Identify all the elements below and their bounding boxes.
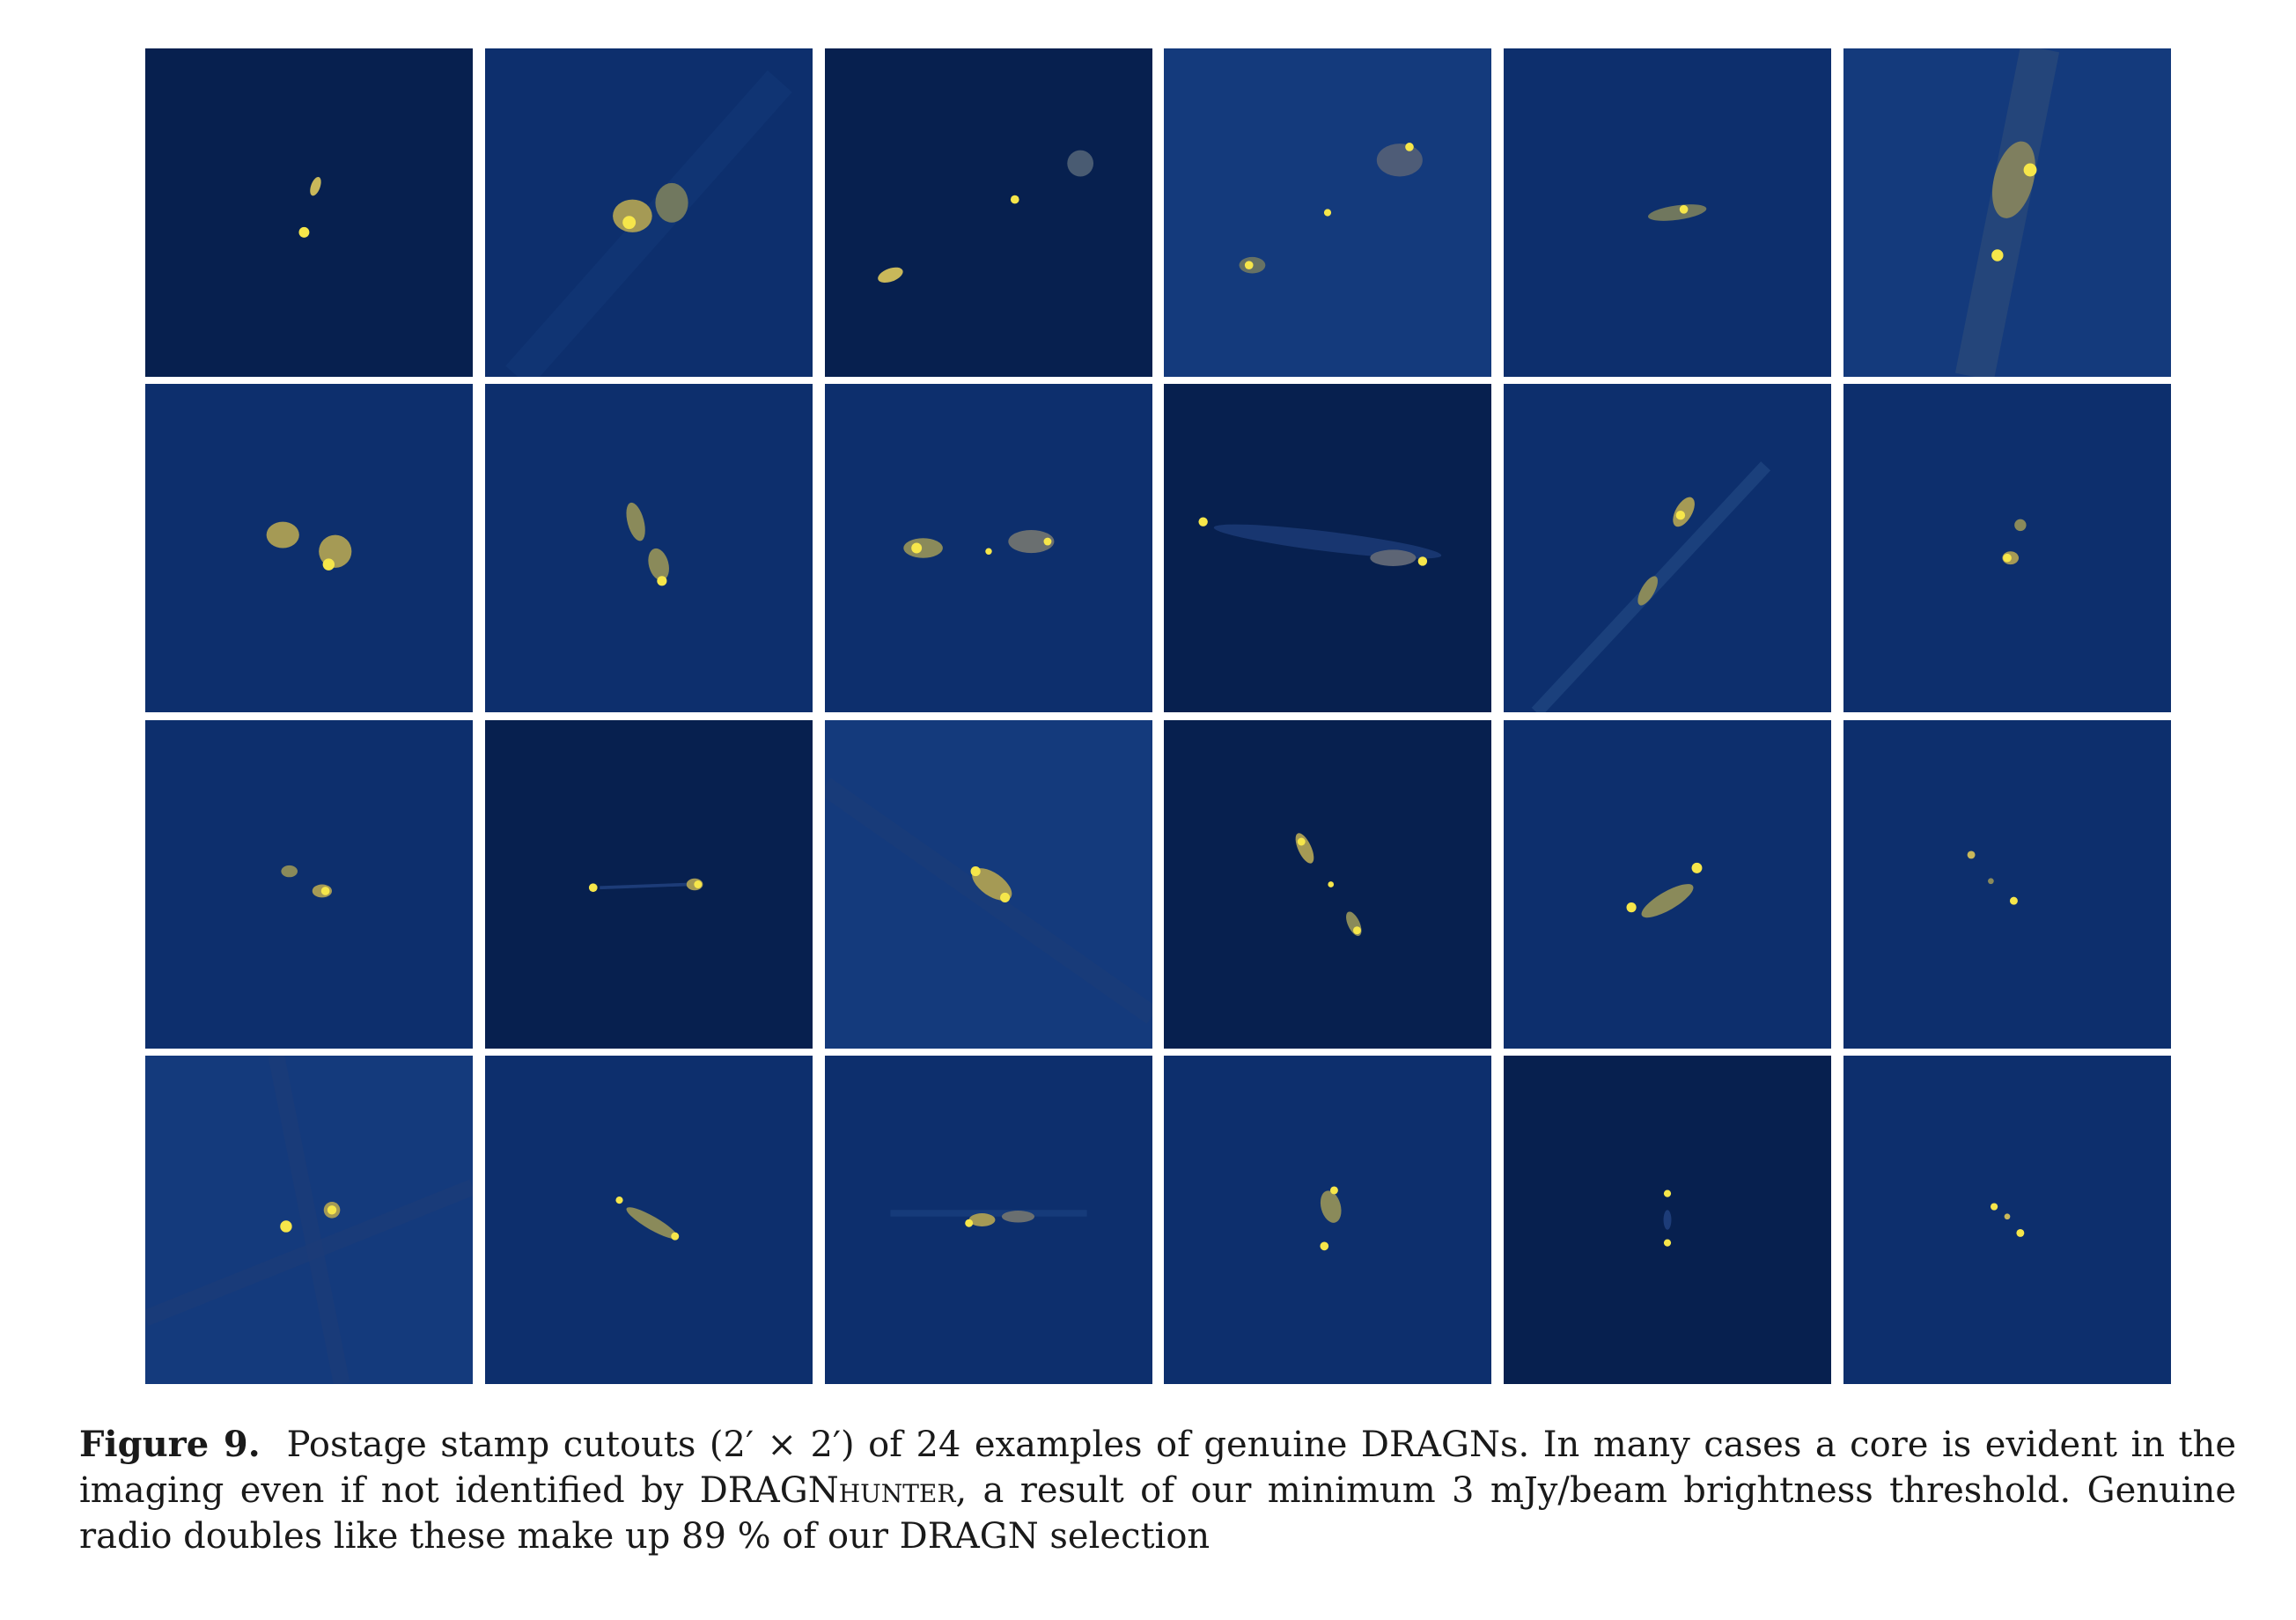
- stamp-5: [1504, 48, 1832, 377]
- stamp-6-image: [1843, 48, 2171, 377]
- stamp-13: [145, 719, 473, 1049]
- stamp-24: [1843, 1055, 2171, 1384]
- stamp-5-image: [1504, 48, 1832, 377]
- stamp-7: [145, 384, 473, 713]
- figure-label: Figure 9.: [79, 1424, 261, 1465]
- stamp-13-image: [145, 719, 473, 1049]
- stamp-24-image: [1843, 1055, 2171, 1384]
- stamp-10-image: [1164, 384, 1492, 713]
- stamp-11-image: [1504, 384, 1832, 713]
- caption-hunter: hunter: [838, 1470, 956, 1511]
- stamp-grid: [145, 48, 2171, 1384]
- stamp-7-image: [145, 384, 473, 713]
- stamp-11: [1504, 384, 1832, 713]
- caption-text-part2: , a result of our minimum 3 mJy/beam bri…: [79, 1470, 2237, 1557]
- stamp-16-image: [1164, 719, 1492, 1049]
- stamp-1: [145, 48, 473, 377]
- stamp-17: [1504, 719, 1832, 1049]
- stamp-14-image: [484, 719, 813, 1049]
- stamp-3: [824, 48, 1152, 377]
- stamp-21-image: [824, 1055, 1152, 1384]
- stamp-23-image: [1504, 1055, 1832, 1384]
- stamp-18-image: [1843, 719, 2171, 1049]
- stamp-23: [1504, 1055, 1832, 1384]
- caption-dragn: DRAGN: [699, 1470, 839, 1511]
- stamp-22-image: [1164, 1055, 1492, 1384]
- figure-caption: Figure 9. Postage stamp cutouts (2′ × 2′)…: [79, 1422, 2236, 1559]
- stamp-19-image: [145, 1055, 473, 1384]
- stamp-9-image: [824, 384, 1152, 713]
- stamp-22: [1164, 1055, 1492, 1384]
- stamp-6: [1843, 48, 2171, 377]
- caption-text-part1: Postage stamp cutouts (2′ × 2′) of 24 ex…: [79, 1425, 2236, 1511]
- stamp-10: [1164, 384, 1492, 713]
- stamp-16: [1164, 719, 1492, 1049]
- stamp-1-image: [145, 48, 473, 377]
- stamp-19: [145, 1055, 473, 1384]
- stamp-2: [484, 48, 813, 377]
- stamp-2-image: [484, 48, 813, 377]
- stamp-18: [1843, 719, 2171, 1049]
- stamp-12-image: [1843, 384, 2171, 713]
- stamp-14: [484, 719, 813, 1049]
- stamp-3-image: [824, 48, 1152, 377]
- stamp-8: [484, 384, 813, 713]
- stamp-20: [484, 1055, 813, 1384]
- stamp-4-image: [1164, 48, 1492, 377]
- stamp-9: [824, 384, 1152, 713]
- stamp-4: [1164, 48, 1492, 377]
- stamp-8-image: [484, 384, 813, 713]
- stamp-12: [1843, 384, 2171, 713]
- stamp-17-image: [1504, 719, 1832, 1049]
- stamp-21: [824, 1055, 1152, 1384]
- stamp-15-image: [824, 719, 1152, 1049]
- stamp-20-image: [484, 1055, 813, 1384]
- stamp-15: [824, 719, 1152, 1049]
